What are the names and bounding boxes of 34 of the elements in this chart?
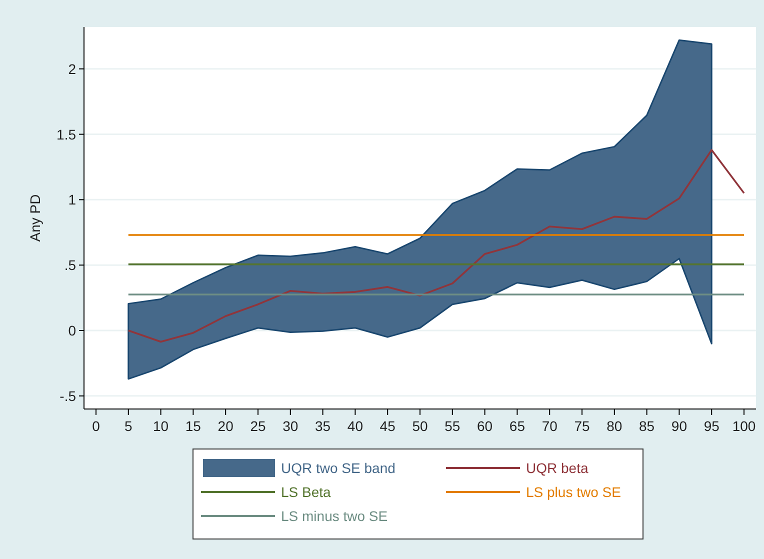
text: LS minus two SE	[281, 508, 388, 524]
x-tick-label: 100	[732, 418, 756, 434]
x-tick-label: 70	[542, 418, 558, 434]
x-tick-label: 5	[124, 418, 132, 434]
x-tick-label: 75	[574, 418, 590, 434]
y-tick-label: -.5	[60, 388, 76, 404]
x-tick-label: 35	[315, 418, 331, 434]
x-tick-label: 80	[606, 418, 622, 434]
x-tick-label: 20	[218, 418, 234, 434]
y-tick-label: 1.5	[56, 126, 76, 142]
x-tick-label: 30	[282, 418, 298, 434]
x-tick-label: 50	[412, 418, 428, 434]
x-tick-label: 45	[380, 418, 396, 434]
x-tick-label: 10	[153, 418, 169, 434]
text: UQR beta	[526, 460, 588, 476]
x-tick-label: 60	[477, 418, 493, 434]
x-tick-label: 40	[347, 418, 364, 434]
x-tick-label: 65	[509, 418, 526, 434]
y-tick-label: .5	[64, 257, 76, 274]
x-tick-label: 55	[444, 418, 460, 434]
y-axis-title: Any PD	[27, 194, 43, 242]
x-tick-label: 25	[250, 418, 266, 434]
text: LS plus two SE	[526, 484, 621, 500]
x-tick-label: 95	[704, 418, 720, 434]
legend-label: UQR two SE band	[281, 460, 396, 476]
line-series	[127, 149, 745, 343]
x-tick-label: 85	[639, 418, 655, 434]
y-tick-label: 0	[68, 322, 76, 339]
y-tick-label: 1	[68, 192, 76, 208]
x-tick-label: 15	[185, 418, 202, 434]
text: LS Beta	[281, 484, 332, 500]
x-tick-label: 0	[92, 418, 100, 434]
x-tick-label: 90	[671, 418, 688, 434]
y-tick-label: 2	[68, 60, 76, 77]
